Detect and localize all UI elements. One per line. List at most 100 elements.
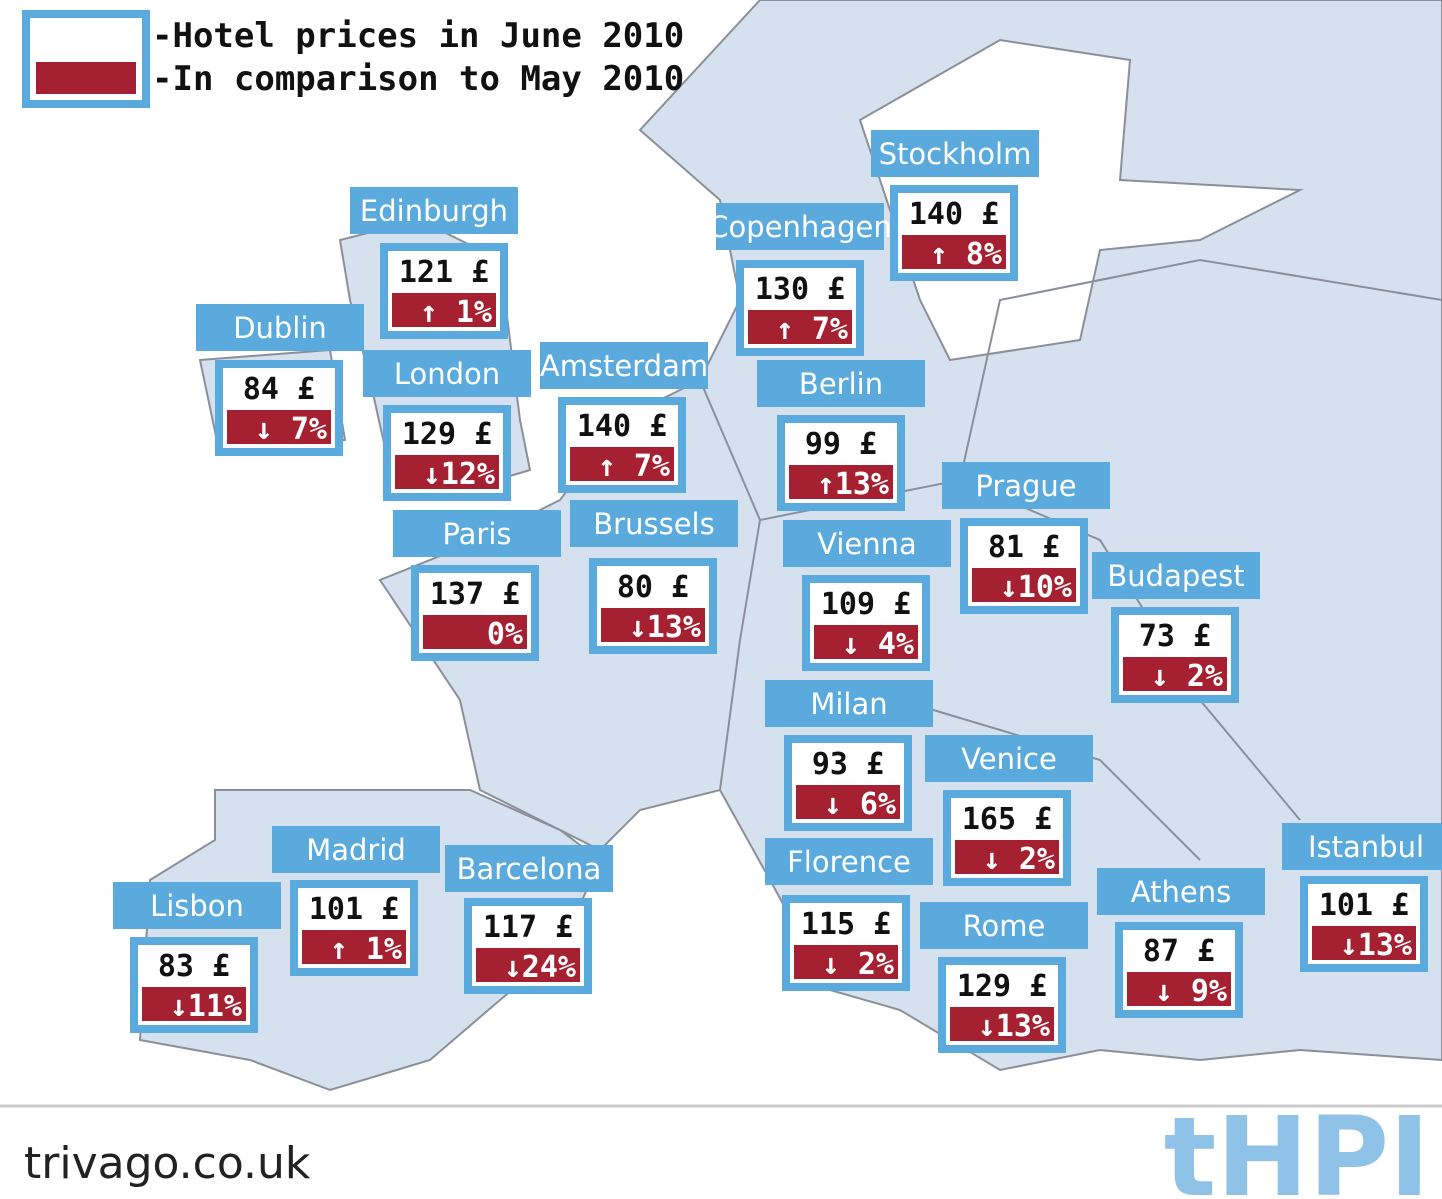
legend-change: -In comparison to May 2010: [152, 59, 684, 99]
price: 80 £: [617, 570, 689, 605]
city-label-bg: [871, 130, 1039, 177]
city-label-bg: [445, 845, 613, 892]
change: ↑ 7%: [776, 312, 848, 347]
change: ↓13%: [978, 1009, 1050, 1044]
change-bar: [902, 235, 1006, 269]
city-label-bg: [765, 838, 933, 885]
city-label-bg: [783, 520, 951, 567]
change: ↑13%: [817, 467, 889, 502]
change: ↓ 2%: [983, 842, 1055, 877]
price: 99 £: [805, 427, 877, 462]
change: ↓24%: [504, 950, 576, 985]
city-label-bg: [272, 826, 440, 873]
change-bar: [814, 625, 918, 659]
city-name: Istanbul: [1308, 830, 1424, 864]
change-bar: [476, 948, 580, 982]
change: ↓ 7%: [255, 412, 327, 447]
change: ↑ 8%: [930, 237, 1002, 272]
change: ↓12%: [423, 457, 495, 492]
change-bar: [748, 310, 852, 344]
city-label-bg: [540, 342, 708, 389]
price: 101 £: [1319, 888, 1409, 923]
city-name: Milan: [810, 687, 887, 721]
city-name: Lisbon: [150, 889, 244, 923]
city-label-bg: [350, 187, 518, 234]
change-bar: [227, 410, 331, 444]
price: 140 £: [909, 197, 999, 232]
change-bar: [950, 1007, 1054, 1041]
city-name: Rome: [963, 909, 1046, 943]
city-label-bg: [570, 500, 738, 547]
price: 87 £: [1143, 934, 1215, 969]
price: 83 £: [158, 949, 230, 984]
price: 129 £: [402, 417, 492, 452]
change-bar: [302, 930, 406, 964]
city-name: Madrid: [306, 833, 406, 867]
city-name: Brussels: [593, 507, 714, 541]
price: 130 £: [755, 272, 845, 307]
change: ↓ 2%: [822, 947, 894, 982]
price: 137 £: [430, 577, 520, 612]
change-bar: [395, 455, 499, 489]
change: 0%: [487, 617, 523, 652]
price: 81 £: [988, 530, 1060, 565]
change: ↑ 1%: [330, 932, 402, 967]
city-label-bg: [757, 360, 925, 407]
borders: [699, 258, 1442, 861]
price: 140 £: [577, 409, 667, 444]
price: 115 £: [801, 907, 891, 942]
change: ↑ 1%: [420, 295, 492, 330]
change: ↓10%: [1000, 570, 1072, 605]
city-label-bg: [765, 680, 933, 727]
price: 117 £: [483, 910, 573, 945]
change-bar: [1123, 657, 1227, 691]
city-name: Dublin: [233, 311, 327, 345]
change-bar: [789, 465, 893, 499]
change-bar: [601, 608, 705, 642]
city-name: Stockholm: [879, 137, 1032, 171]
city-label-bg: [113, 882, 281, 929]
legend-swatch: [36, 62, 136, 94]
city-name: Venice: [961, 742, 1057, 776]
change: ↓13%: [1340, 928, 1412, 963]
city-label-bg: [393, 510, 561, 557]
legend: -Hotel prices in June 2010 -In compariso…: [22, 10, 684, 108]
change: ↓11%: [170, 989, 242, 1024]
change: ↓13%: [629, 610, 701, 645]
city-name: London: [394, 357, 500, 391]
source: trivago.co.uk: [24, 1138, 311, 1189]
city-label-bg: [1282, 823, 1442, 870]
city-name: Athens: [1131, 875, 1231, 909]
price: 121 £: [399, 255, 489, 290]
change: ↓ 6%: [824, 787, 896, 822]
legend-price: -Hotel prices in June 2010: [152, 16, 684, 56]
city-label-bg: [925, 735, 1093, 782]
change: ↑ 7%: [598, 449, 670, 484]
change: ↓ 9%: [1155, 974, 1227, 1009]
price: 109 £: [821, 587, 911, 622]
city-name: Barcelona: [457, 852, 602, 886]
change-bar: [142, 987, 246, 1021]
city-label-bg: [942, 462, 1110, 509]
city-label-bg: [196, 304, 364, 351]
change-bar: [955, 840, 1059, 874]
city-label-bg: [1097, 868, 1265, 915]
change-bar: [392, 293, 496, 327]
city-name: Amsterdam: [540, 349, 708, 383]
price: 165 £: [962, 802, 1052, 837]
city-label-bg: [363, 350, 531, 397]
city-name: Berlin: [799, 367, 883, 401]
city-name: Florence: [787, 845, 911, 879]
city-label-bg: [920, 902, 1088, 949]
change-bar: [972, 568, 1076, 602]
city-name: Prague: [975, 469, 1076, 503]
change-bar: [423, 615, 527, 649]
city-label-bg: [716, 203, 884, 250]
change-bar: [1127, 972, 1231, 1006]
price: 93 £: [812, 747, 884, 782]
city-name: Copenhagen: [708, 210, 891, 244]
price: 73 £: [1139, 619, 1211, 654]
logo: tHPI: [1164, 1093, 1430, 1199]
price: 129 £: [957, 969, 1047, 1004]
